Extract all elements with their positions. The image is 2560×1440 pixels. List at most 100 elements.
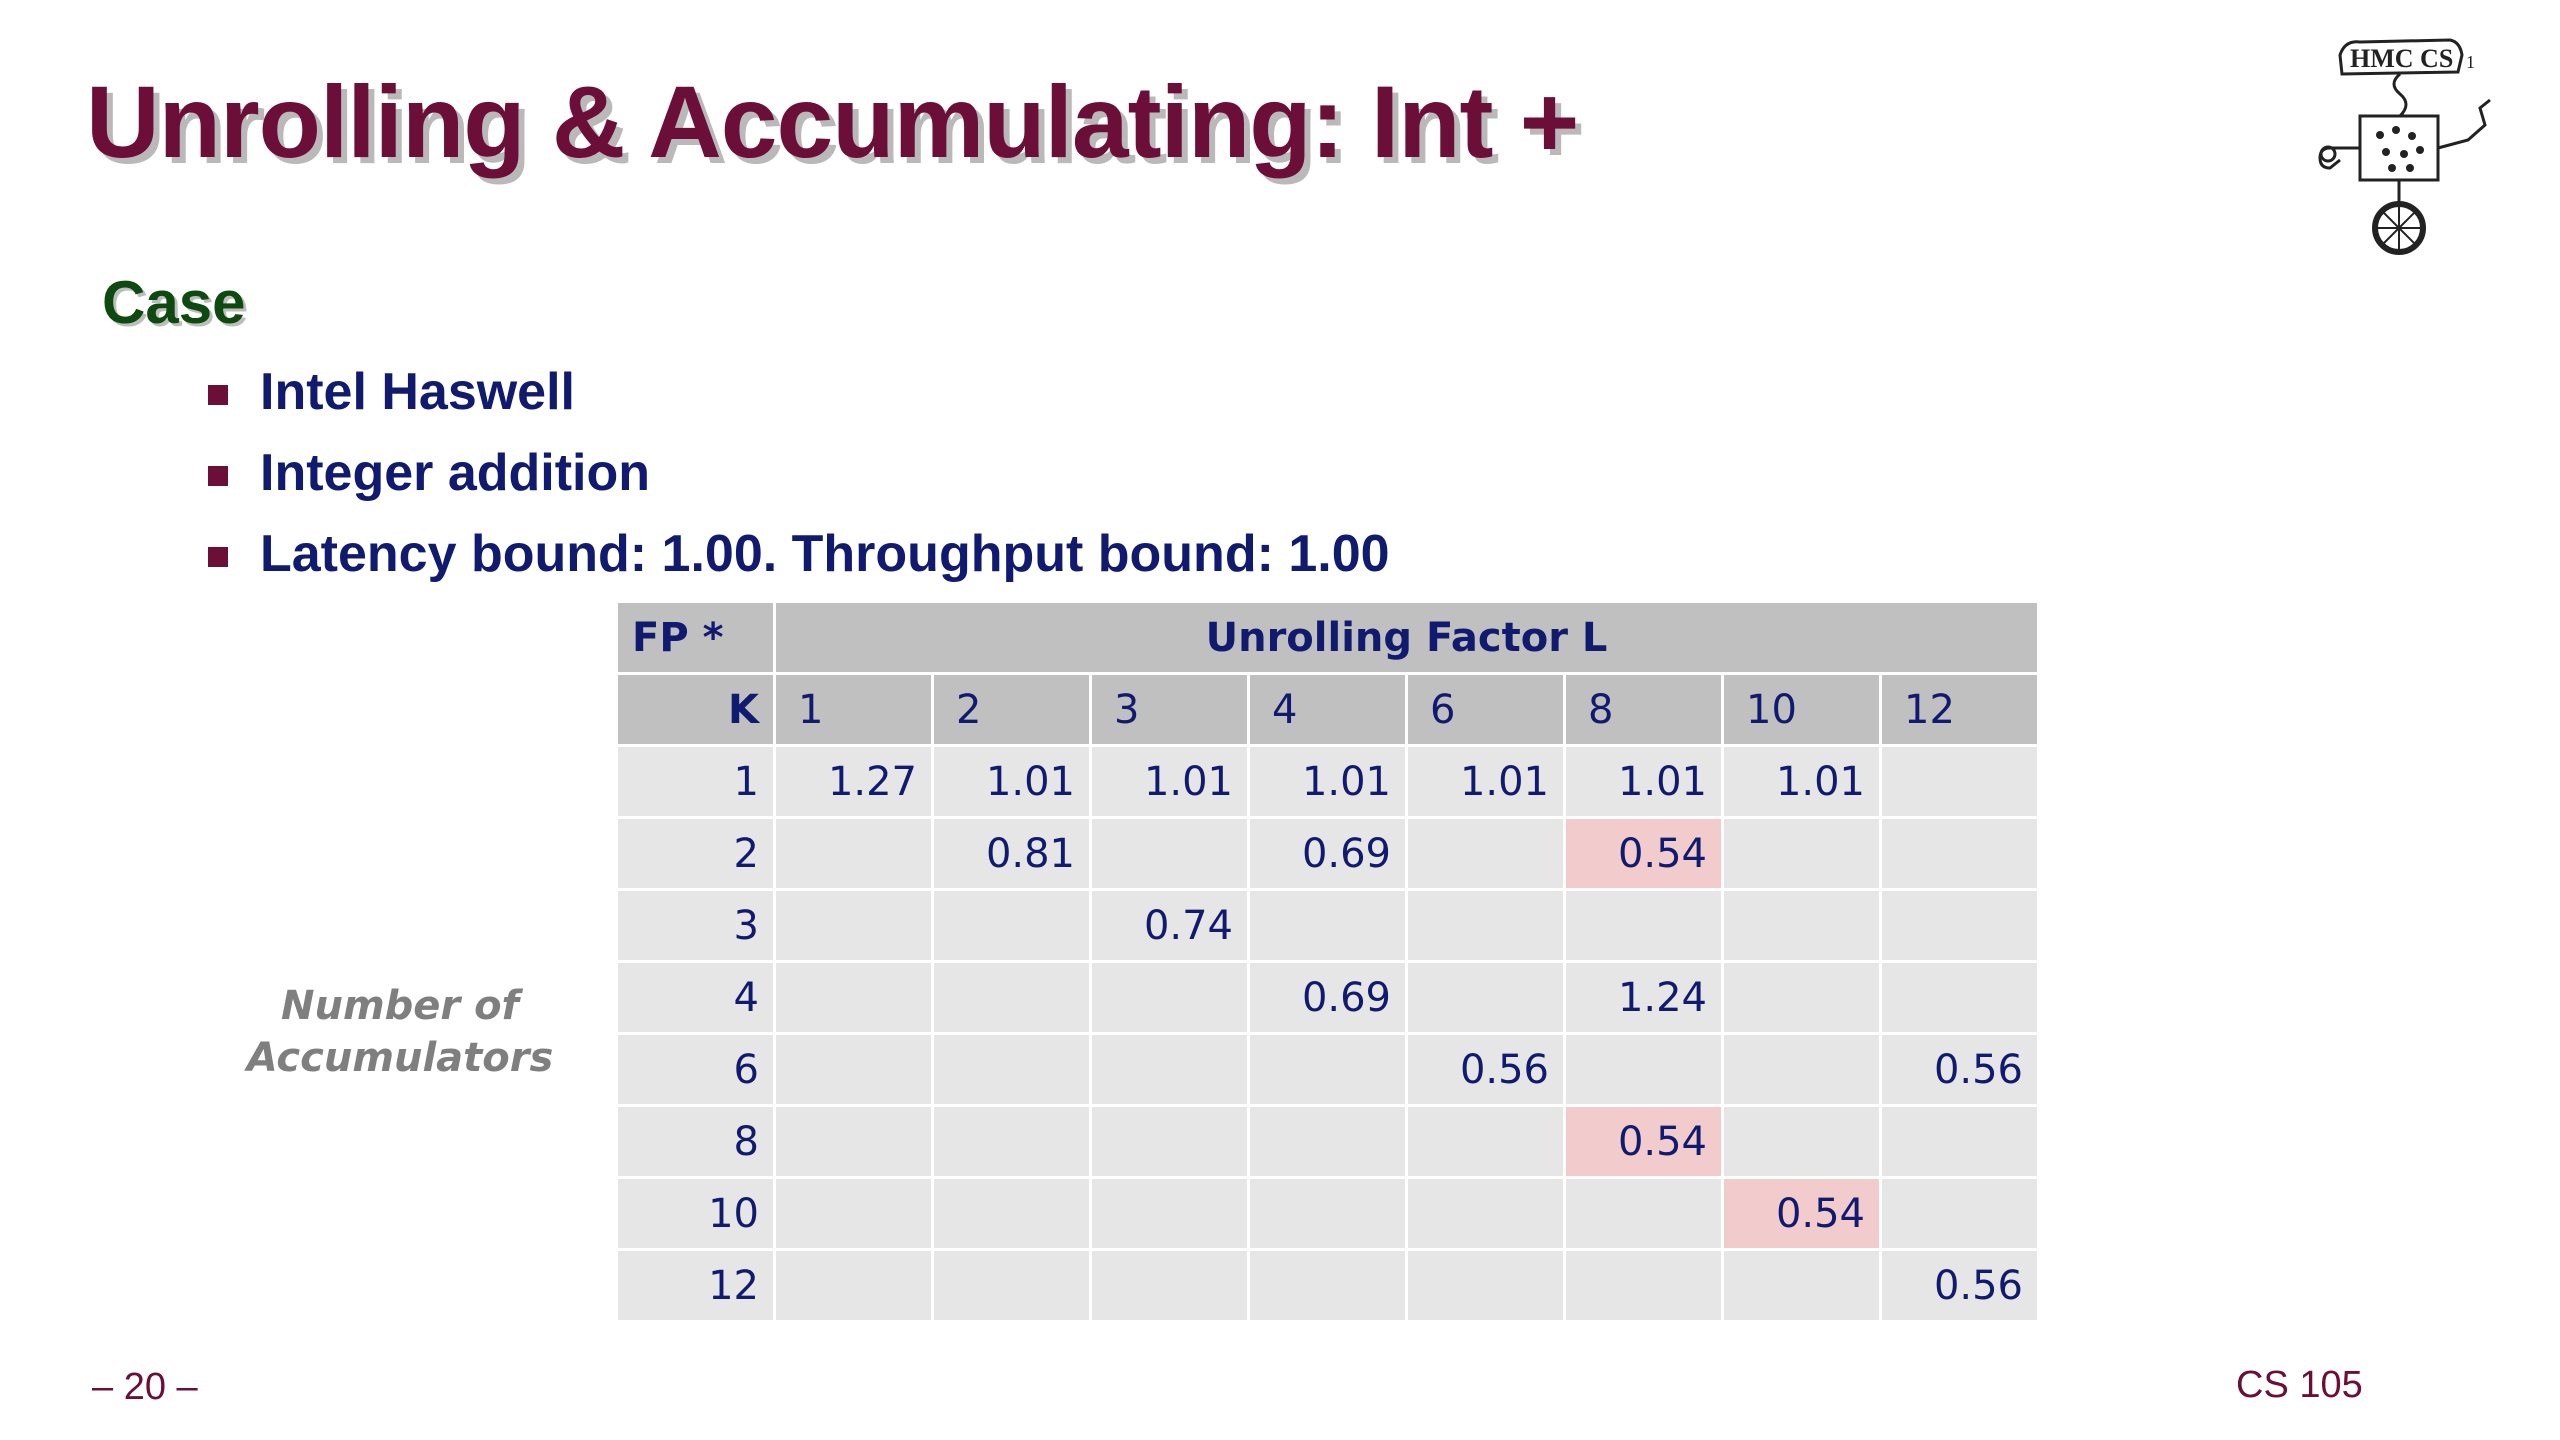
- table-cell: [773, 816, 934, 891]
- column-header: 6: [1405, 672, 1566, 747]
- table-cell: [931, 1104, 1092, 1179]
- table-cell: 0.69: [1247, 816, 1408, 891]
- bullet-text: Integer addition: [260, 444, 650, 502]
- table-cell: [1721, 1104, 1882, 1179]
- table-row: 1 1.27 1.01 1.01 1.01 1.01 1.01 1.01: [615, 744, 2040, 819]
- table-cell: [1721, 888, 1882, 963]
- row-header: 2: [615, 816, 776, 891]
- table-cell: [931, 1248, 1092, 1323]
- table-cell: 0.54: [1563, 1104, 1724, 1179]
- column-header: 10: [1721, 672, 1882, 747]
- table-cell: [1721, 1248, 1882, 1323]
- table-cell: [1405, 1176, 1566, 1251]
- row-header: 8: [615, 1104, 776, 1179]
- table-cell: [1089, 1176, 1250, 1251]
- table-cell: [1089, 1104, 1250, 1179]
- table-cell: [773, 1248, 934, 1323]
- row-header: 12: [615, 1248, 776, 1323]
- table-row: 4 0.69 1.24: [615, 960, 2040, 1035]
- row-axis-label-line: Accumulators: [246, 1035, 554, 1081]
- row-header: 6: [615, 1032, 776, 1107]
- bullet-text: Intel Haswell: [260, 363, 575, 421]
- table-cell: [773, 1176, 934, 1251]
- square-bullet-icon: [208, 385, 228, 405]
- table-row: 10 0.54: [615, 1176, 2040, 1251]
- table-cell: 0.74: [1089, 888, 1250, 963]
- table-row: 12 0.56: [615, 1248, 2040, 1323]
- table-cell: 0.56: [1405, 1032, 1566, 1107]
- table-cell: [931, 960, 1092, 1035]
- row-header: 4: [615, 960, 776, 1035]
- square-bullet-icon: [208, 466, 228, 486]
- k-label: K: [615, 672, 776, 747]
- course-label: CS 105: [2236, 1364, 2363, 1406]
- table-header-row: FP * Unrolling Factor L: [615, 600, 2040, 675]
- table-cell: [1089, 960, 1250, 1035]
- table-cell: [773, 888, 934, 963]
- table-cell: [773, 1104, 934, 1179]
- table-cell: 1.01: [1563, 744, 1724, 819]
- table-cell: [1563, 888, 1724, 963]
- table-cell: [1405, 816, 1566, 891]
- table-row: 3 0.74: [615, 888, 2040, 963]
- table-cell: [1879, 1104, 2040, 1179]
- table-cell: 0.56: [1879, 1032, 2040, 1107]
- table-cell: [1879, 888, 2040, 963]
- table-cell: 1.27: [773, 744, 934, 819]
- column-header: 12: [1879, 672, 2040, 747]
- row-axis-label-line: Number of: [281, 983, 519, 1029]
- table-cell: [1405, 1104, 1566, 1179]
- table-cell: [1405, 1248, 1566, 1323]
- table-cell: [1089, 816, 1250, 891]
- table-cell: 0.56: [1879, 1248, 2040, 1323]
- table-cell: [1405, 960, 1566, 1035]
- table-cell: 0.69: [1247, 960, 1408, 1035]
- table-cell: [1721, 1032, 1882, 1107]
- performance-table: FP * Unrolling Factor L K 1 2 3 4 6 8 10 12 1 1.27…: [615, 600, 2040, 1323]
- column-header: 8: [1563, 672, 1724, 747]
- table-cell: 1.01: [1089, 744, 1250, 819]
- section-heading: Case: [102, 269, 246, 336]
- bullet-text: Latency bound: 1.00. Throughput bound: 1…: [260, 525, 1390, 583]
- table-cell: 0.54: [1721, 1176, 1882, 1251]
- table-cell: [1247, 1032, 1408, 1107]
- table-cell: 0.81: [931, 816, 1092, 891]
- column-header-row: K 1 2 3 4 6 8 10 12: [615, 672, 2040, 747]
- table-cell: [1247, 888, 1408, 963]
- row-header: 3: [615, 888, 776, 963]
- table-cell: [1563, 1176, 1724, 1251]
- table-cell: [1721, 816, 1882, 891]
- table-cell: [1879, 816, 2040, 891]
- table-cell: 0.54: [1563, 816, 1724, 891]
- square-bullet-icon: [208, 547, 228, 567]
- table-cell: 1.01: [931, 744, 1092, 819]
- table-row: 2 0.81 0.69 0.54: [615, 816, 2040, 891]
- table-cell: 1.01: [1721, 744, 1882, 819]
- table-cell: [931, 1176, 1092, 1251]
- column-header: 3: [1089, 672, 1250, 747]
- column-header: 2: [931, 672, 1092, 747]
- table-cell: [1089, 1248, 1250, 1323]
- table-cell: [1563, 1248, 1724, 1323]
- table-cell: [773, 1032, 934, 1107]
- slide-title: Unrolling & Accumulating: Int +: [86, 65, 1579, 179]
- table-cell: 1.01: [1405, 744, 1566, 819]
- table-cell: [1247, 1176, 1408, 1251]
- table-row: 8 0.54: [615, 1104, 2040, 1179]
- hmc-cs-logo: HMC CS 1: [2318, 38, 2491, 255]
- table-cell: [1721, 960, 1882, 1035]
- table-cell: [773, 960, 934, 1035]
- row-axis-label: Number of Accumulators: [200, 980, 600, 1084]
- column-header: 1: [773, 672, 934, 747]
- row-header: 10: [615, 1176, 776, 1251]
- table-cell: [1247, 1248, 1408, 1323]
- table-cell: [1089, 1032, 1250, 1107]
- row-header: 1: [615, 744, 776, 819]
- table-cell: [1405, 888, 1566, 963]
- table-cell: 1.01: [1247, 744, 1408, 819]
- table-cell: [1879, 1176, 2040, 1251]
- table-cell: [931, 1032, 1092, 1107]
- corner-label: FP *: [615, 600, 776, 675]
- table-cell: [1563, 1032, 1724, 1107]
- table-cell: [1879, 960, 2040, 1035]
